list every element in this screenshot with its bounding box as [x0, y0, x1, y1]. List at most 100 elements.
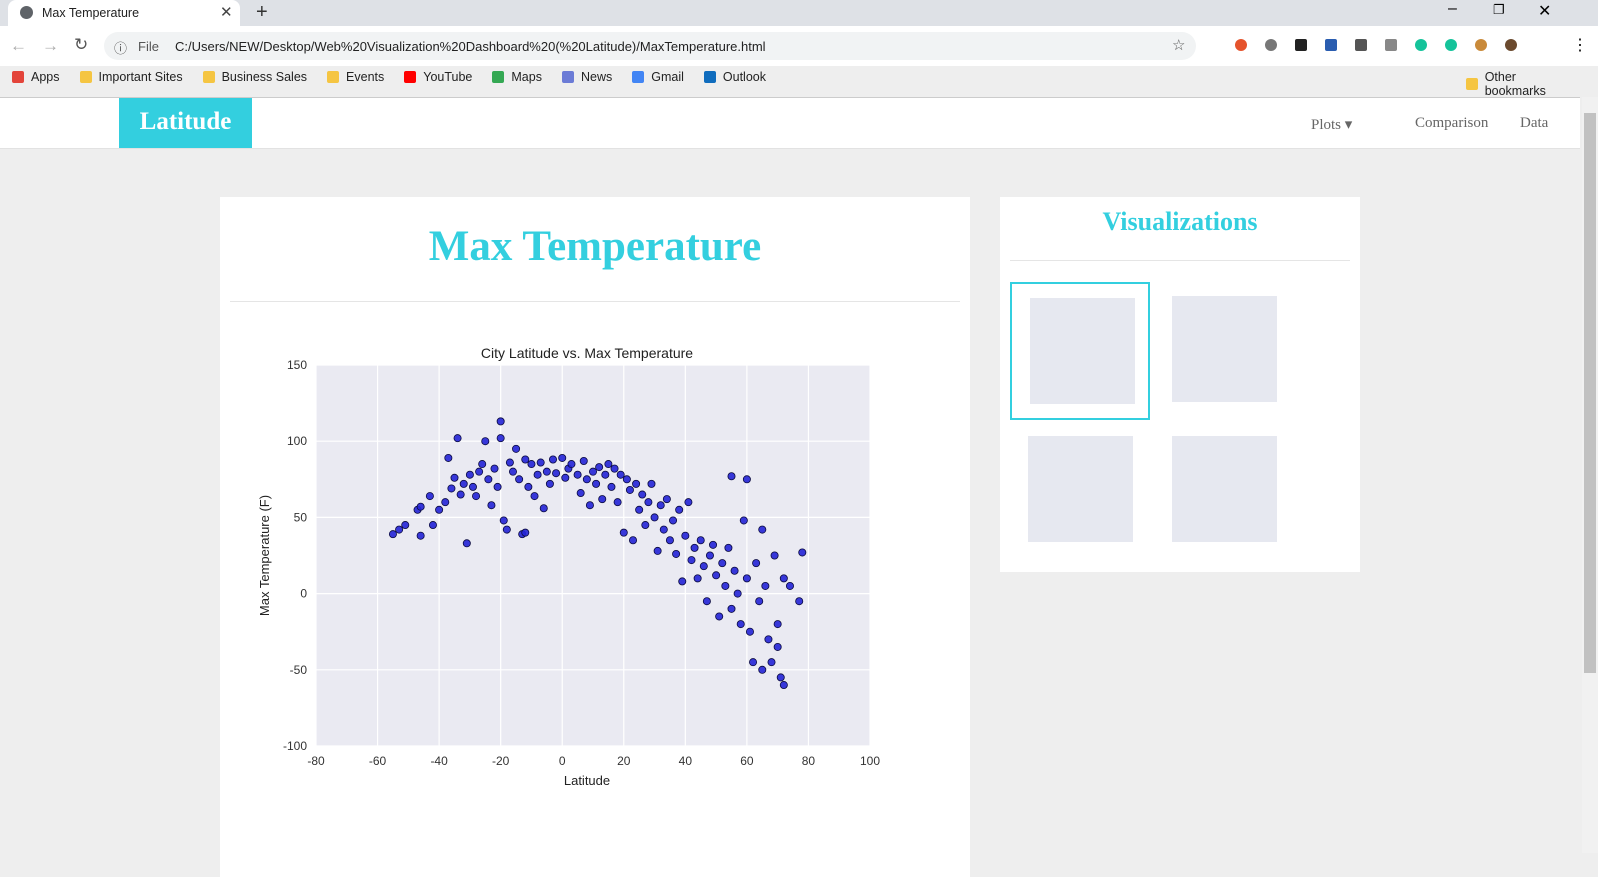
info-icon: ⓘ	[114, 41, 128, 56]
other-bookmarks[interactable]: Other bookmarks	[1466, 70, 1598, 98]
tab-title: Max Temperature	[42, 6, 140, 20]
point	[499, 516, 508, 525]
point	[749, 658, 758, 667]
ext[interactable]	[1475, 39, 1487, 51]
thumbnail[interactable]	[1154, 282, 1288, 416]
ext[interactable]	[1385, 39, 1397, 51]
point	[742, 574, 751, 583]
close-tab[interactable]: ✕	[220, 4, 233, 21]
point	[395, 525, 404, 534]
point	[669, 516, 678, 525]
ext[interactable]	[1355, 39, 1367, 51]
y-tick-label: 0	[300, 587, 307, 601]
bookmark[interactable]: Apps	[12, 70, 60, 84]
point	[629, 536, 638, 545]
point	[450, 473, 459, 482]
main-heading: Max Temperature	[428, 223, 762, 270]
ext[interactable]	[1265, 39, 1277, 51]
ext[interactable]	[1295, 39, 1307, 51]
profile[interactable]	[1505, 39, 1517, 51]
scrollbar[interactable]	[1582, 97, 1598, 853]
point	[635, 505, 644, 514]
plot-area	[316, 365, 870, 746]
bookmark[interactable]: Important Sites	[79, 70, 183, 84]
y-tick-label: -50	[290, 663, 308, 677]
bookmark-label: Maps	[511, 70, 542, 84]
nav-link[interactable]: Plots ▾	[1311, 117, 1353, 133]
point	[401, 521, 410, 530]
sidebar-heading: Visualizations	[1102, 207, 1258, 236]
address-bar[interactable]: ⓘ File C:/Users/NEW/Desktop/Web%20Visual…	[104, 32, 1196, 60]
scheme: File	[138, 39, 159, 54]
x-tick-label: 80	[802, 754, 816, 768]
point	[641, 521, 650, 530]
ext[interactable]	[1445, 39, 1457, 51]
ext[interactable]	[1235, 39, 1247, 51]
point	[705, 551, 714, 560]
bookmark[interactable]: Gmail	[632, 70, 684, 84]
restore[interactable]: ❐	[1493, 2, 1505, 17]
point	[773, 620, 782, 629]
point	[687, 556, 696, 565]
point	[736, 620, 745, 629]
ext[interactable]	[1415, 39, 1427, 51]
point	[795, 597, 804, 606]
point	[702, 597, 711, 606]
bookmark[interactable]: Maps	[492, 70, 542, 84]
bookmark-label: Apps	[31, 70, 60, 84]
y-tick-label: -100	[283, 739, 307, 753]
bookmark-label: News	[580, 70, 613, 84]
point	[742, 475, 751, 484]
point	[739, 516, 748, 525]
reload[interactable]: ↻	[74, 35, 89, 54]
bookmark-label: Business Sales	[221, 70, 308, 84]
bookmarks-bar: Apps Important Sites Business Sales Events Y…	[12, 70, 786, 84]
point	[653, 546, 662, 555]
tab[interactable]: Max Temperature ✕	[8, 0, 240, 26]
point	[727, 472, 736, 481]
forward[interactable]: →	[42, 36, 59, 55]
new-tab[interactable]: +	[256, 1, 268, 23]
tab-strip: Max Temperature ✕ + – ❐ ✕	[0, 0, 1598, 26]
x-tick-label: -40	[430, 754, 448, 768]
brand[interactable]: Latitude	[119, 98, 252, 148]
bookmark-label: YouTube	[423, 70, 473, 84]
bookmark-label: Important Sites	[98, 70, 183, 84]
point	[475, 467, 484, 476]
thumbnail[interactable]	[1154, 422, 1288, 556]
close-window[interactable]: ✕	[1538, 3, 1552, 20]
point	[536, 458, 545, 467]
y-tick-label: 100	[287, 434, 307, 448]
point	[478, 460, 487, 469]
point	[582, 475, 591, 484]
point	[585, 501, 594, 510]
thumbnail[interactable]	[1010, 282, 1150, 420]
bookmark-label: Events	[346, 70, 385, 84]
star[interactable]: ☆	[1172, 37, 1186, 54]
x-axis-label: Latitude	[564, 773, 610, 788]
bookmark[interactable]: Outlook	[703, 70, 766, 84]
point	[508, 467, 517, 476]
point	[610, 464, 619, 473]
point	[773, 642, 782, 651]
point	[512, 444, 521, 453]
point	[767, 658, 776, 667]
point	[521, 455, 530, 464]
bookmark[interactable]: News	[561, 70, 613, 84]
nav-link[interactable]: Data	[1520, 115, 1549, 131]
point	[592, 479, 601, 488]
point	[770, 551, 779, 560]
back[interactable]: ←	[10, 36, 27, 55]
point	[712, 571, 721, 580]
bookmark[interactable]: Business Sales	[202, 70, 308, 84]
thumbnail[interactable]	[1010, 422, 1144, 556]
minimize[interactable]: –	[1448, 0, 1457, 17]
menu[interactable]: ⋮	[1572, 37, 1588, 54]
x-tick-label: -60	[369, 754, 387, 768]
ext[interactable]	[1325, 39, 1337, 51]
x-tick-label: 40	[679, 754, 693, 768]
nav-link[interactable]: Comparison	[1415, 115, 1489, 131]
bookmark[interactable]: YouTube	[404, 70, 472, 84]
point	[607, 482, 616, 491]
bookmark[interactable]: Events	[327, 70, 384, 84]
